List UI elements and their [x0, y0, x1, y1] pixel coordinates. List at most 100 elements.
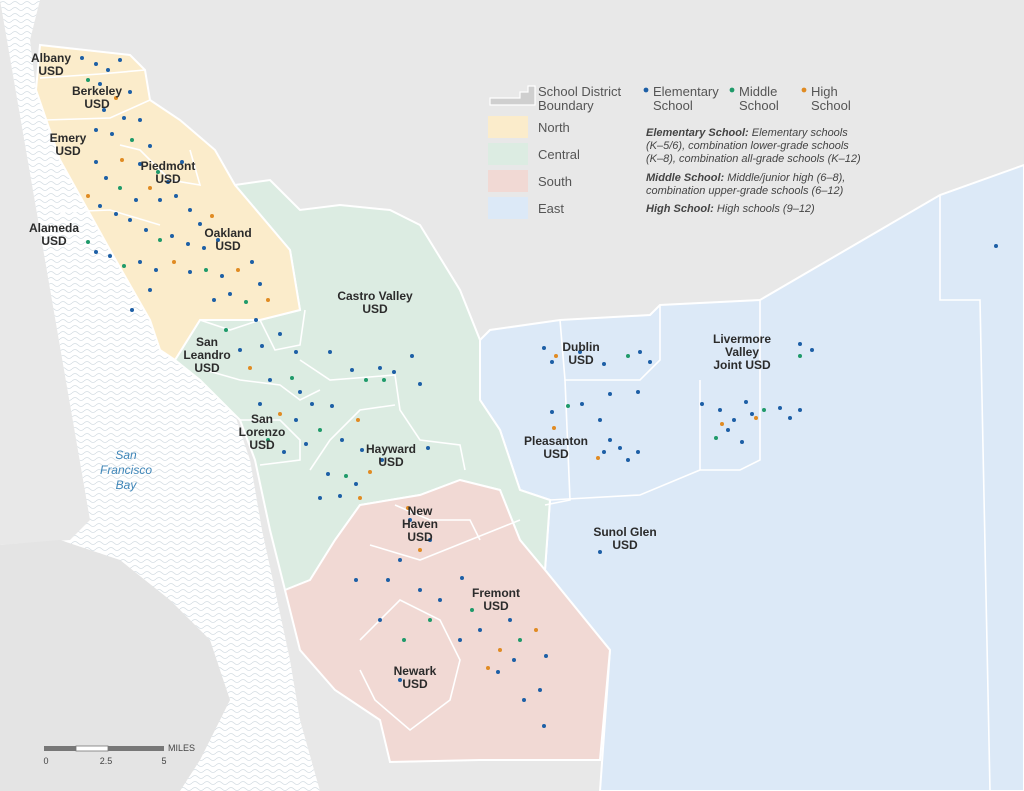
elementary-school-marker — [294, 418, 298, 422]
elementary-school-marker — [340, 438, 344, 442]
elementary-school-marker — [378, 366, 382, 370]
note-high-line1: High School: High schools (9–12) — [646, 203, 815, 215]
high-school-marker — [498, 648, 502, 652]
elementary-school-marker — [994, 244, 998, 248]
district-label-hayward-usd: Hayward USD — [366, 442, 416, 469]
middle-school-marker — [566, 404, 570, 408]
elementary-school-marker — [186, 242, 190, 246]
elementary-school-marker — [380, 458, 384, 462]
elementary-school-marker — [154, 268, 158, 272]
elementary-school-marker — [144, 228, 148, 232]
district-label-albany-usd: Albany USD — [31, 51, 71, 78]
note-middle-line1: Middle School: Middle/junior high (6–8), — [646, 172, 845, 184]
district-label-newark-usd: Newark USD — [394, 664, 437, 691]
high-school-marker — [486, 666, 490, 670]
elementary-school-marker — [438, 598, 442, 602]
elementary-school-marker — [94, 250, 98, 254]
elementary-school-marker — [130, 308, 134, 312]
region-north — [34, 43, 302, 362]
elementary-school-marker — [478, 628, 482, 632]
elementary-school-marker — [254, 318, 258, 322]
middle-school-marker — [626, 354, 630, 358]
east-legend-swatch — [488, 197, 528, 219]
high-school-marker — [266, 298, 270, 302]
elementary-legend-dot — [643, 87, 649, 93]
elementary-school-marker — [428, 538, 432, 542]
legend-middle-line2: School — [739, 98, 779, 113]
elementary-school-marker — [508, 618, 512, 622]
elementary-school-marker — [788, 416, 792, 420]
elementary-school-marker — [542, 724, 546, 728]
elementary-school-marker — [318, 496, 322, 500]
elementary-school-marker — [378, 618, 382, 622]
middle-school-marker — [204, 268, 208, 272]
high-school-marker — [114, 96, 118, 100]
high-school-marker — [120, 158, 124, 162]
middle-school-marker — [122, 264, 126, 268]
elementary-school-marker — [512, 658, 516, 662]
elementary-school-marker — [122, 116, 126, 120]
legend: School District Boundary Elementary Scho… — [488, 84, 861, 219]
elementary-school-marker — [460, 576, 464, 580]
high-school-marker — [406, 506, 410, 510]
elementary-school-marker — [258, 282, 262, 286]
legend-east: East — [538, 201, 564, 216]
elementary-school-marker — [798, 408, 802, 412]
high-school-marker — [210, 214, 214, 218]
elementary-school-marker — [294, 350, 298, 354]
district-label-alameda-usd: Alameda USD — [29, 221, 79, 248]
scale-unit: MILES — [168, 743, 195, 753]
scale-tick-2-5: 2.5 — [100, 756, 113, 766]
elementary-school-marker — [392, 370, 396, 374]
elementary-school-marker — [326, 472, 330, 476]
district-label-piedmont-usd: Piedmont USD — [141, 159, 196, 186]
elementary-school-marker — [700, 402, 704, 406]
high-school-marker — [148, 186, 152, 190]
middle-school-marker — [428, 618, 432, 622]
elementary-school-marker — [580, 402, 584, 406]
elementary-school-marker — [238, 348, 242, 352]
middle-school-marker — [402, 638, 406, 642]
high-school-marker — [552, 426, 556, 430]
elementary-school-marker — [538, 688, 542, 692]
middle-school-marker — [364, 378, 368, 382]
elementary-school-marker — [648, 360, 652, 364]
note-middle-line2: combination upper-grade schools (6–12) — [646, 185, 844, 197]
elementary-school-marker — [778, 406, 782, 410]
middle-school-marker — [762, 408, 766, 412]
elementary-school-marker — [544, 654, 548, 658]
legend-middle-line1: Middle — [739, 84, 777, 99]
middle-school-marker — [244, 300, 248, 304]
high-school-marker — [172, 260, 176, 264]
elementary-school-marker — [170, 234, 174, 238]
middle-school-marker — [266, 438, 270, 442]
elementary-school-marker — [726, 428, 730, 432]
legend-high-line2: School — [811, 98, 851, 113]
elementary-school-marker — [278, 332, 282, 336]
high-school-marker — [754, 416, 758, 420]
elementary-school-marker — [94, 128, 98, 132]
elementary-school-marker — [608, 438, 612, 442]
legend-elementary-line1: Elementary — [653, 84, 719, 99]
elementary-school-marker — [212, 298, 216, 302]
district-label-pleasanton-usd: Pleasanton USD — [524, 434, 588, 461]
district-label-new-haven-usd: New Haven USD — [402, 504, 438, 544]
elementary-school-marker — [426, 446, 430, 450]
elementary-school-marker — [718, 408, 722, 412]
high-legend-dot — [801, 87, 807, 93]
elementary-school-marker — [94, 160, 98, 164]
elementary-school-marker — [138, 162, 142, 166]
elementary-school-marker — [180, 160, 184, 164]
note-elementary-line3: (K–8), combination all-grade schools (K–… — [646, 153, 861, 165]
elementary-school-marker — [102, 108, 106, 112]
district-label-oakland-usd: Oakland USD — [204, 226, 251, 253]
elementary-school-marker — [220, 274, 224, 278]
elementary-school-marker — [354, 482, 358, 486]
middle-school-marker — [382, 378, 386, 382]
elementary-school-marker — [618, 446, 622, 450]
elementary-school-marker — [282, 450, 286, 454]
high-school-marker — [554, 354, 558, 358]
middle-school-marker — [798, 354, 802, 358]
